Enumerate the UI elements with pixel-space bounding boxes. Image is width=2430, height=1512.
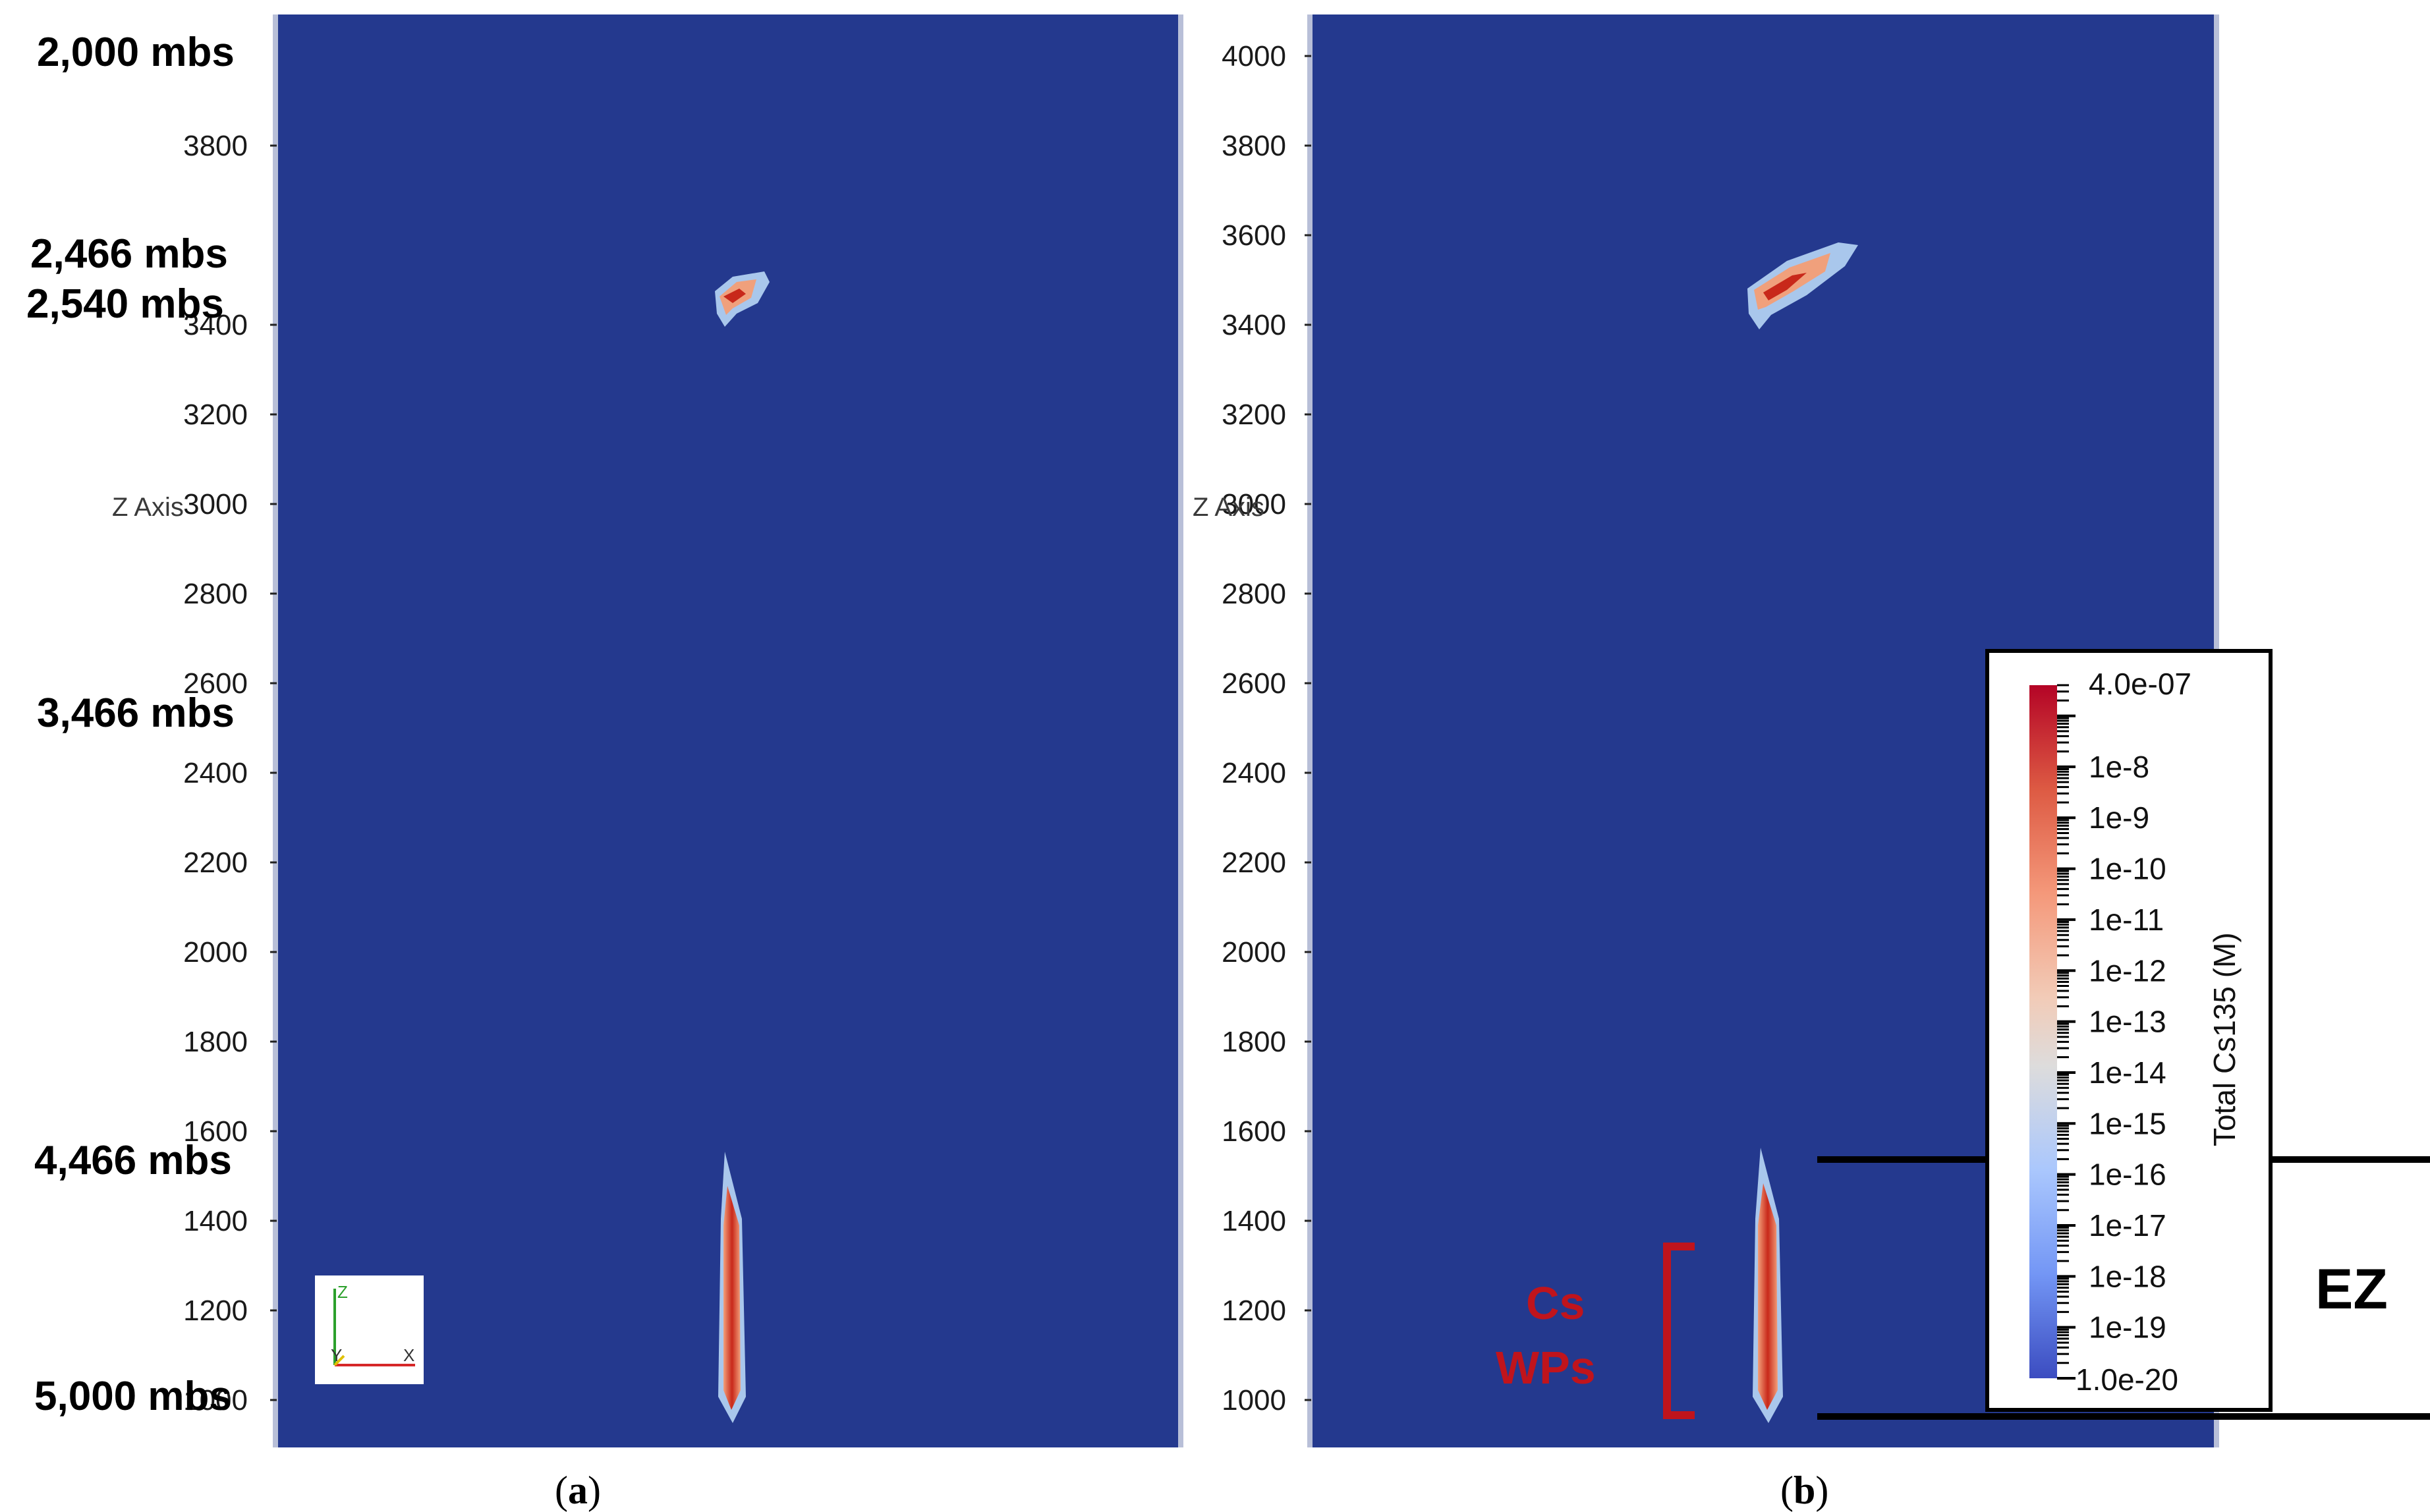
panel-a-tick-label: 2800 (183, 578, 248, 610)
panel-a: Z Y X (273, 14, 1183, 1447)
panel-a-tick-label: 3200 (183, 399, 248, 431)
colorbar-label: 1e-17 (2089, 1208, 2166, 1243)
panel-b-tick-label: 3600 (1222, 219, 1286, 252)
svg-text:(b): (b) (1780, 1469, 1828, 1512)
panel-b-left-edge (1307, 14, 1313, 1447)
panel-b-axis-title: Z Axis (1193, 493, 1264, 522)
panel-a-axis-title: Z Axis (112, 493, 184, 522)
colorbar-label: 1e-16 (2089, 1158, 2166, 1192)
wps-label: WPs (1496, 1342, 1596, 1393)
panel-a-left-edge (273, 14, 278, 1447)
orientation-x-label: X (403, 1345, 414, 1365)
colorbar-max-label: 4.0e-07 (2089, 667, 2191, 701)
panel-b-tick-label: 1800 (1222, 1026, 1286, 1058)
panel-a-tick-label: 3800 (183, 130, 248, 162)
panel-a-upper-plume (715, 271, 770, 327)
colorbar-label: 1e-8 (2089, 750, 2149, 784)
colorbar-label: 1e-19 (2089, 1310, 2166, 1345)
colorbar-label: 1e-9 (2089, 800, 2149, 835)
panel-b-stem-plume (1753, 1148, 1783, 1423)
panel-a-tick-label: 2000 (183, 936, 248, 968)
panel-b-tick-label: 3000 (1222, 488, 1286, 520)
panel-a-tick-label: 1000 (183, 1384, 248, 1416)
panel-a-stem-plume (718, 1152, 746, 1423)
panel-b-tick-label: 3800 (1222, 130, 1286, 162)
panel-b-tick-label: 3400 (1222, 309, 1286, 341)
panel-b-tick-label: 1000 (1222, 1384, 1286, 1416)
ez-label: EZ (2315, 1258, 2388, 1321)
panel-b-axis: 4000 3800 3600 3400 3200 3000 2800 2600 2400 2200… (1222, 40, 1311, 1416)
panel-a-tick-label: 2400 (183, 757, 248, 789)
panel-a-axis: 3800 3400 3200 3000 2800 2600 2400 2200 2000 1800… (183, 130, 277, 1416)
cs-wps-annotation: Cs WPs (1496, 1243, 1695, 1419)
colorbar-legend: 4.0e-07 1.0e-20 1e-81e-91e-101e-111e-121… (1985, 649, 2273, 1412)
colorbar-label: 1e-15 (2089, 1106, 2166, 1140)
colorbar-label: 1e-12 (2089, 953, 2166, 988)
cs-label: Cs (1526, 1277, 1585, 1329)
panel-b-tick-label: 2600 (1222, 667, 1286, 700)
depth-label: 4,466 mbs (34, 1138, 232, 1183)
panel-b-tick-label: 1400 (1222, 1205, 1286, 1237)
panel-b-upper-plume (1747, 242, 1858, 329)
panel-b-tick-label: 4000 (1222, 40, 1286, 72)
colorbar-labels: 1e-8 1e-9 1e-10 1e-11 1e-12 1e-13 1e-14 1e-15 1e… (2089, 750, 2166, 1345)
orientation-z-label: Z (337, 1282, 348, 1302)
depth-label: 5,000 mbs (34, 1374, 232, 1419)
panel-b-tick-label: 3200 (1222, 399, 1286, 431)
panel-b-tick-label: 1200 (1222, 1295, 1286, 1327)
panel-a-tick-label: 1800 (183, 1026, 248, 1058)
svg-text:(a): (a) (555, 1469, 601, 1512)
panel-b-tick-label: 2400 (1222, 757, 1286, 789)
colorbar-ticks (2057, 684, 2076, 1380)
colorbar-label: 1e-13 (2089, 1005, 2166, 1039)
panel-a-tick-label: 1200 (183, 1295, 248, 1327)
panel-a-tick-label: 2600 (183, 667, 248, 700)
caption-a: (a) (555, 1469, 601, 1512)
colorbar-label: 1e-10 (2089, 852, 2166, 886)
panel-b-tick-label: 2000 (1222, 936, 1286, 968)
colorbar-title: Total Cs135 (M) (2207, 932, 2242, 1146)
depth-label: 3,466 mbs (37, 690, 235, 736)
caption-b-letter: b (1794, 1469, 1815, 1512)
depth-label: 2,540 mbs (26, 281, 224, 327)
colorbar-gradient (2029, 685, 2057, 1378)
caption-a-letter: a (568, 1469, 588, 1512)
panel-a-tick-label: 3000 (183, 488, 248, 520)
caption-b: (b) (1780, 1469, 1828, 1512)
orientation-y-label: Y (331, 1345, 342, 1365)
panel-b-tick-label: 2200 (1222, 847, 1286, 879)
orientation-axes-widget: Z Y X (315, 1275, 424, 1384)
panel-b-tick-label: 2800 (1222, 578, 1286, 610)
colorbar-min-label: 1.0e-20 (2076, 1362, 2178, 1397)
panel-a-tick-label: 3400 (183, 309, 248, 341)
panel-a-tick-label: 2200 (183, 847, 248, 879)
panel-b-tick-label: 1600 (1222, 1115, 1286, 1148)
colorbar-label: 1e-11 (2089, 903, 2164, 937)
panel-a-tick-label: 1400 (183, 1205, 248, 1237)
colorbar-label: 1e-18 (2089, 1259, 2166, 1293)
panel-a-right-edge (1178, 14, 1183, 1447)
panel-a-tick-label: 1600 (183, 1115, 248, 1148)
colorbar-label: 1e-14 (2089, 1055, 2166, 1090)
depth-label: 2,466 mbs (30, 231, 228, 277)
depth-label: 2,000 mbs (37, 30, 235, 75)
